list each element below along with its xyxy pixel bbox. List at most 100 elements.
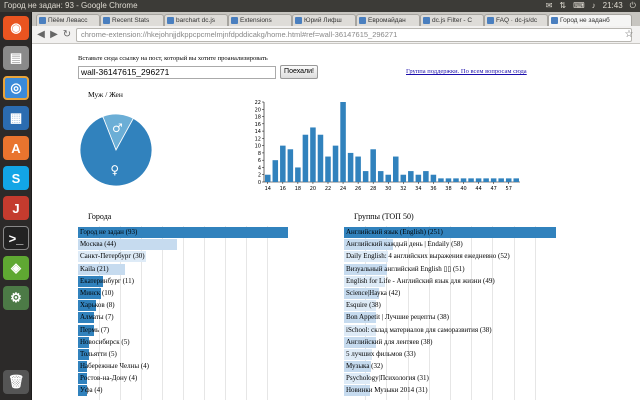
bar-age-34[interactable] (415, 174, 422, 182)
bar-age-21[interactable] (317, 134, 324, 182)
bar-age-24[interactable] (340, 102, 346, 182)
bar-age-22[interactable] (325, 156, 331, 182)
city-row[interactable]: Санкт-Петербург (30) (78, 250, 288, 263)
city-label: Город не задан (93) (80, 228, 138, 236)
bar-age-57[interactable] (505, 178, 512, 182)
group-row[interactable]: Английский каждый день | Endaily (58) (344, 238, 556, 251)
tab[interactable]: Extensions (228, 14, 292, 26)
bar-age-47[interactable] (490, 178, 497, 182)
bar-age-35[interactable] (423, 171, 429, 182)
group-row[interactable]: English for Life - Английский язык для ж… (344, 275, 556, 287)
tab[interactable]: Recent Stats (100, 14, 164, 26)
bar-age-31[interactable] (393, 156, 399, 182)
group-row[interactable]: Science|Наука (42) (344, 287, 556, 299)
bar-age-18[interactable] (295, 167, 301, 182)
bar-age-29[interactable] (377, 171, 384, 182)
bar-age-41[interactable] (468, 178, 474, 182)
city-row[interactable]: Харьков (8) (78, 299, 288, 312)
group-row[interactable]: Английский язык (English) (251) (344, 226, 556, 238)
post-link-input[interactable]: wall-36147615_296271 (78, 66, 276, 79)
reload-button[interactable]: ↻ (62, 29, 72, 40)
city-row[interactable]: Новосибирск (5) (78, 336, 288, 348)
city-row[interactable]: Уфа (4) (78, 384, 288, 397)
group-row[interactable]: Psychology|Психология (31) (344, 372, 556, 385)
tab[interactable]: Евромайдан (356, 14, 420, 26)
bar-age-17[interactable] (287, 149, 294, 182)
city-row[interactable]: Ростов-на-Дону (4) (78, 372, 288, 385)
bar-age-15[interactable] (272, 160, 279, 182)
group-row[interactable]: Bon Appetit | Лучшие рецепты (38) (344, 311, 556, 324)
ide-icon[interactable]: J (3, 196, 29, 220)
bar-age-45[interactable] (483, 178, 489, 182)
city-row[interactable]: Тольятти (5) (78, 348, 288, 360)
bar-age-39[interactable] (453, 178, 459, 182)
clock[interactable]: 21:43 (602, 1, 623, 10)
bar-age-16[interactable] (280, 145, 286, 182)
mail-icon[interactable]: ✉ (545, 1, 553, 10)
network-icon[interactable]: ⇅ (559, 1, 567, 10)
package-icon[interactable]: ◈ (3, 256, 29, 280)
keyboard-layout-icon[interactable]: ⌨ (573, 1, 585, 10)
group-row[interactable]: 5 лучших фильмов (33) (344, 348, 556, 360)
city-row[interactable]: Екатеринбург (11) (78, 275, 288, 287)
group-row[interactable]: Новинки Музыки 2014 (31) (344, 384, 556, 397)
address-bar[interactable]: chrome-extension://hkejohnjjdkppcpcmelmj… (76, 28, 632, 42)
group-row[interactable]: Daily English: 4 английских выражения еж… (344, 250, 556, 263)
ubuntu-dash-icon[interactable]: ◉ (3, 16, 29, 40)
files-icon[interactable]: ▤ (3, 46, 29, 70)
chrome-icon[interactable]: ◎ (3, 76, 29, 100)
bar-age-20[interactable] (310, 127, 316, 182)
star-icon[interactable]: ☆ (624, 29, 634, 40)
bar-age-32[interactable] (400, 174, 407, 182)
bar-age-33[interactable] (408, 171, 414, 182)
bar-age-28[interactable] (370, 149, 376, 182)
tab[interactable]: barchart dc.js (164, 14, 228, 26)
city-row[interactable]: Пермь (7) (78, 324, 288, 336)
skype-icon[interactable]: S (3, 166, 29, 190)
tab[interactable]: Юрий Лифш (292, 14, 356, 26)
bar-age-27[interactable] (362, 171, 369, 182)
tab[interactable]: dc.js Filter - C (420, 14, 484, 26)
bar-age-38[interactable] (445, 178, 452, 182)
volume-icon[interactable]: ♪ (591, 1, 596, 10)
bar-age-44[interactable] (475, 178, 482, 182)
bar-age-51[interactable] (498, 178, 504, 182)
city-row[interactable]: Город не задан (93) (78, 226, 288, 238)
settings-icon[interactable]: ⚙ (3, 286, 29, 310)
group-row[interactable]: Esquire (38) (344, 299, 556, 312)
software-center-icon[interactable]: A (3, 136, 29, 160)
bar-age-25[interactable] (347, 152, 354, 182)
city-row[interactable]: Kaila (21) (78, 263, 288, 275)
city-row[interactable]: Алматы (7) (78, 311, 288, 324)
support-group-link[interactable]: Группа поддержки. По всем вопросам сюда (406, 68, 527, 75)
city-row[interactable]: Минск (10) (78, 287, 288, 299)
bar-age-77[interactable] (513, 178, 519, 182)
bar-age-40[interactable] (460, 178, 467, 182)
bar-age-23[interactable] (332, 145, 339, 182)
group-row[interactable]: Музыка (32) (344, 360, 556, 373)
city-row[interactable]: Набережные Челны (4) (78, 360, 288, 373)
bar-age-14[interactable] (265, 174, 271, 182)
bar-age-37[interactable] (438, 178, 444, 182)
group-row[interactable]: Английский для лентяев (38) (344, 336, 556, 348)
back-button[interactable]: ◀ (37, 29, 45, 40)
tab[interactable]: FAQ · dc-js/dc (484, 14, 548, 26)
bar-age-30[interactable] (385, 174, 391, 182)
trash-icon[interactable]: 🗑 (3, 370, 29, 394)
bar-age-19[interactable] (302, 134, 309, 182)
group-row[interactable]: Визуальный английский English ▯▯ (51) (344, 263, 556, 275)
bar-age-36[interactable] (430, 174, 437, 182)
pie-slice-female[interactable] (79, 116, 153, 187)
group-row[interactable]: iSchool: склад материалов для саморазвит… (344, 324, 556, 336)
y-tick-label: 0 (258, 180, 261, 186)
tab[interactable]: Пёём Левасс (36, 14, 100, 26)
terminal-icon[interactable]: >_ (3, 226, 29, 250)
power-icon[interactable]: ⏻ (629, 1, 636, 10)
tab-active[interactable]: Город не заданб (548, 14, 632, 26)
city-row[interactable]: Москва (44) (78, 238, 288, 251)
bar-age-26[interactable] (355, 156, 361, 182)
go-button[interactable]: Поехали! (280, 65, 318, 79)
writer-icon[interactable]: ▦ (3, 106, 29, 130)
forward-button[interactable]: ▶ (50, 29, 58, 40)
row-chart-gridline (162, 226, 163, 400)
